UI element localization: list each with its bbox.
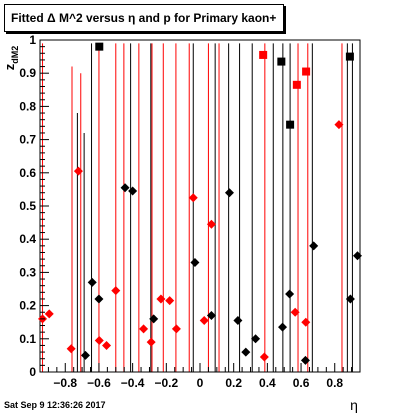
y-tick-label: 0 [29, 365, 36, 379]
marker-diamond-red [102, 340, 112, 350]
marker-square-black [95, 42, 104, 51]
x-tick-label: 0.8 [326, 376, 343, 390]
marker-diamond-red [290, 307, 300, 317]
x-tick-label: 0 [197, 376, 204, 390]
marker-diamond-black [80, 350, 90, 360]
vertical-lines [42, 43, 353, 372]
marker-diamond-red [44, 309, 54, 319]
y-axis-label-subscript: dM2 [10, 46, 20, 64]
marker-diamond-black [300, 355, 310, 365]
marker-diamond-red [139, 324, 149, 334]
marker-square-black [345, 52, 354, 61]
marker-diamond-red [165, 296, 175, 306]
marker-diamond-black [285, 289, 295, 299]
y-tick-label: 0.9 [19, 66, 36, 80]
marker-diamond-red [111, 286, 121, 296]
marker-square-red [302, 67, 311, 76]
marker-diamond-black [278, 322, 288, 332]
x-tick-label: −0.4 [121, 376, 145, 390]
marker-diamond-black [120, 183, 130, 193]
marker-diamond-red [156, 294, 166, 304]
marker-diamond-black [190, 257, 200, 267]
marker-diamond-black [87, 277, 97, 287]
marker-square-black [286, 120, 295, 129]
x-tick-label: −0.6 [87, 376, 111, 390]
y-tick-label: 0.4 [19, 232, 36, 246]
chart-title: Fitted Δ M^2 versus η and p for Primary … [11, 11, 277, 25]
y-tick-label: 0.8 [19, 99, 36, 113]
marker-diamond-black [251, 334, 261, 344]
y-tick-label: 0.7 [19, 133, 36, 147]
marker-diamond-red [334, 120, 344, 130]
marker-diamond-red [94, 335, 104, 345]
x-tick-label: 0.2 [225, 376, 242, 390]
y-axis-label: zdM2 [2, 46, 20, 71]
marker-diamond-red [199, 316, 209, 326]
marker-diamond-black [352, 251, 362, 261]
marker-diamond-black [94, 294, 104, 304]
marker-diamond-black [233, 316, 243, 326]
marker-square-black [277, 57, 286, 66]
x-tick-label: 0.4 [259, 376, 276, 390]
marker-square-red [292, 80, 301, 89]
y-tick-label: 0.6 [19, 166, 36, 180]
title-box: Fitted Δ M^2 versus η and p for Primary … [4, 4, 284, 32]
marker-diamond-black [206, 311, 216, 321]
marker-diamond-black [241, 347, 251, 357]
x-tick-label: −0.8 [53, 376, 77, 390]
marker-diamond-red [66, 344, 76, 354]
marker-diamond-red [206, 219, 216, 229]
marker-diamond-black [345, 294, 355, 304]
marker-diamond-black [149, 314, 159, 324]
marker-diamond-red [146, 337, 156, 347]
marker-diamond-red [188, 193, 198, 203]
marker-diamond-red [171, 324, 181, 334]
marker-diamond-black [309, 241, 319, 251]
y-tick-label: 0.3 [19, 265, 36, 279]
y-tick-label: 0.2 [19, 299, 36, 313]
marker-square-red [259, 50, 268, 59]
x-tick-label: 0.6 [293, 376, 310, 390]
axes: −0.8 −0.6 −0.4 −0.2 0 0.2 0.4 0.6 0.8 0 0.1 0.2 0.3 0… [19, 33, 353, 390]
x-axis-label: η [350, 397, 358, 413]
y-axis-label-main: z [2, 63, 17, 70]
marker-diamond-red [259, 352, 269, 362]
marker-diamond-red [73, 166, 83, 176]
marker-diamond-red [301, 317, 311, 327]
y-tick-label: 1 [29, 33, 36, 47]
y-tick-label: 0.5 [19, 199, 36, 213]
markers [38, 42, 362, 365]
marker-diamond-black [128, 186, 138, 196]
marker-diamond-black [224, 188, 234, 198]
x-tick-label: −0.2 [154, 376, 178, 390]
footer-timestamp: Sat Sep 9 12:36:26 2017 [4, 400, 106, 410]
y-tick-label: 0.1 [19, 332, 36, 346]
